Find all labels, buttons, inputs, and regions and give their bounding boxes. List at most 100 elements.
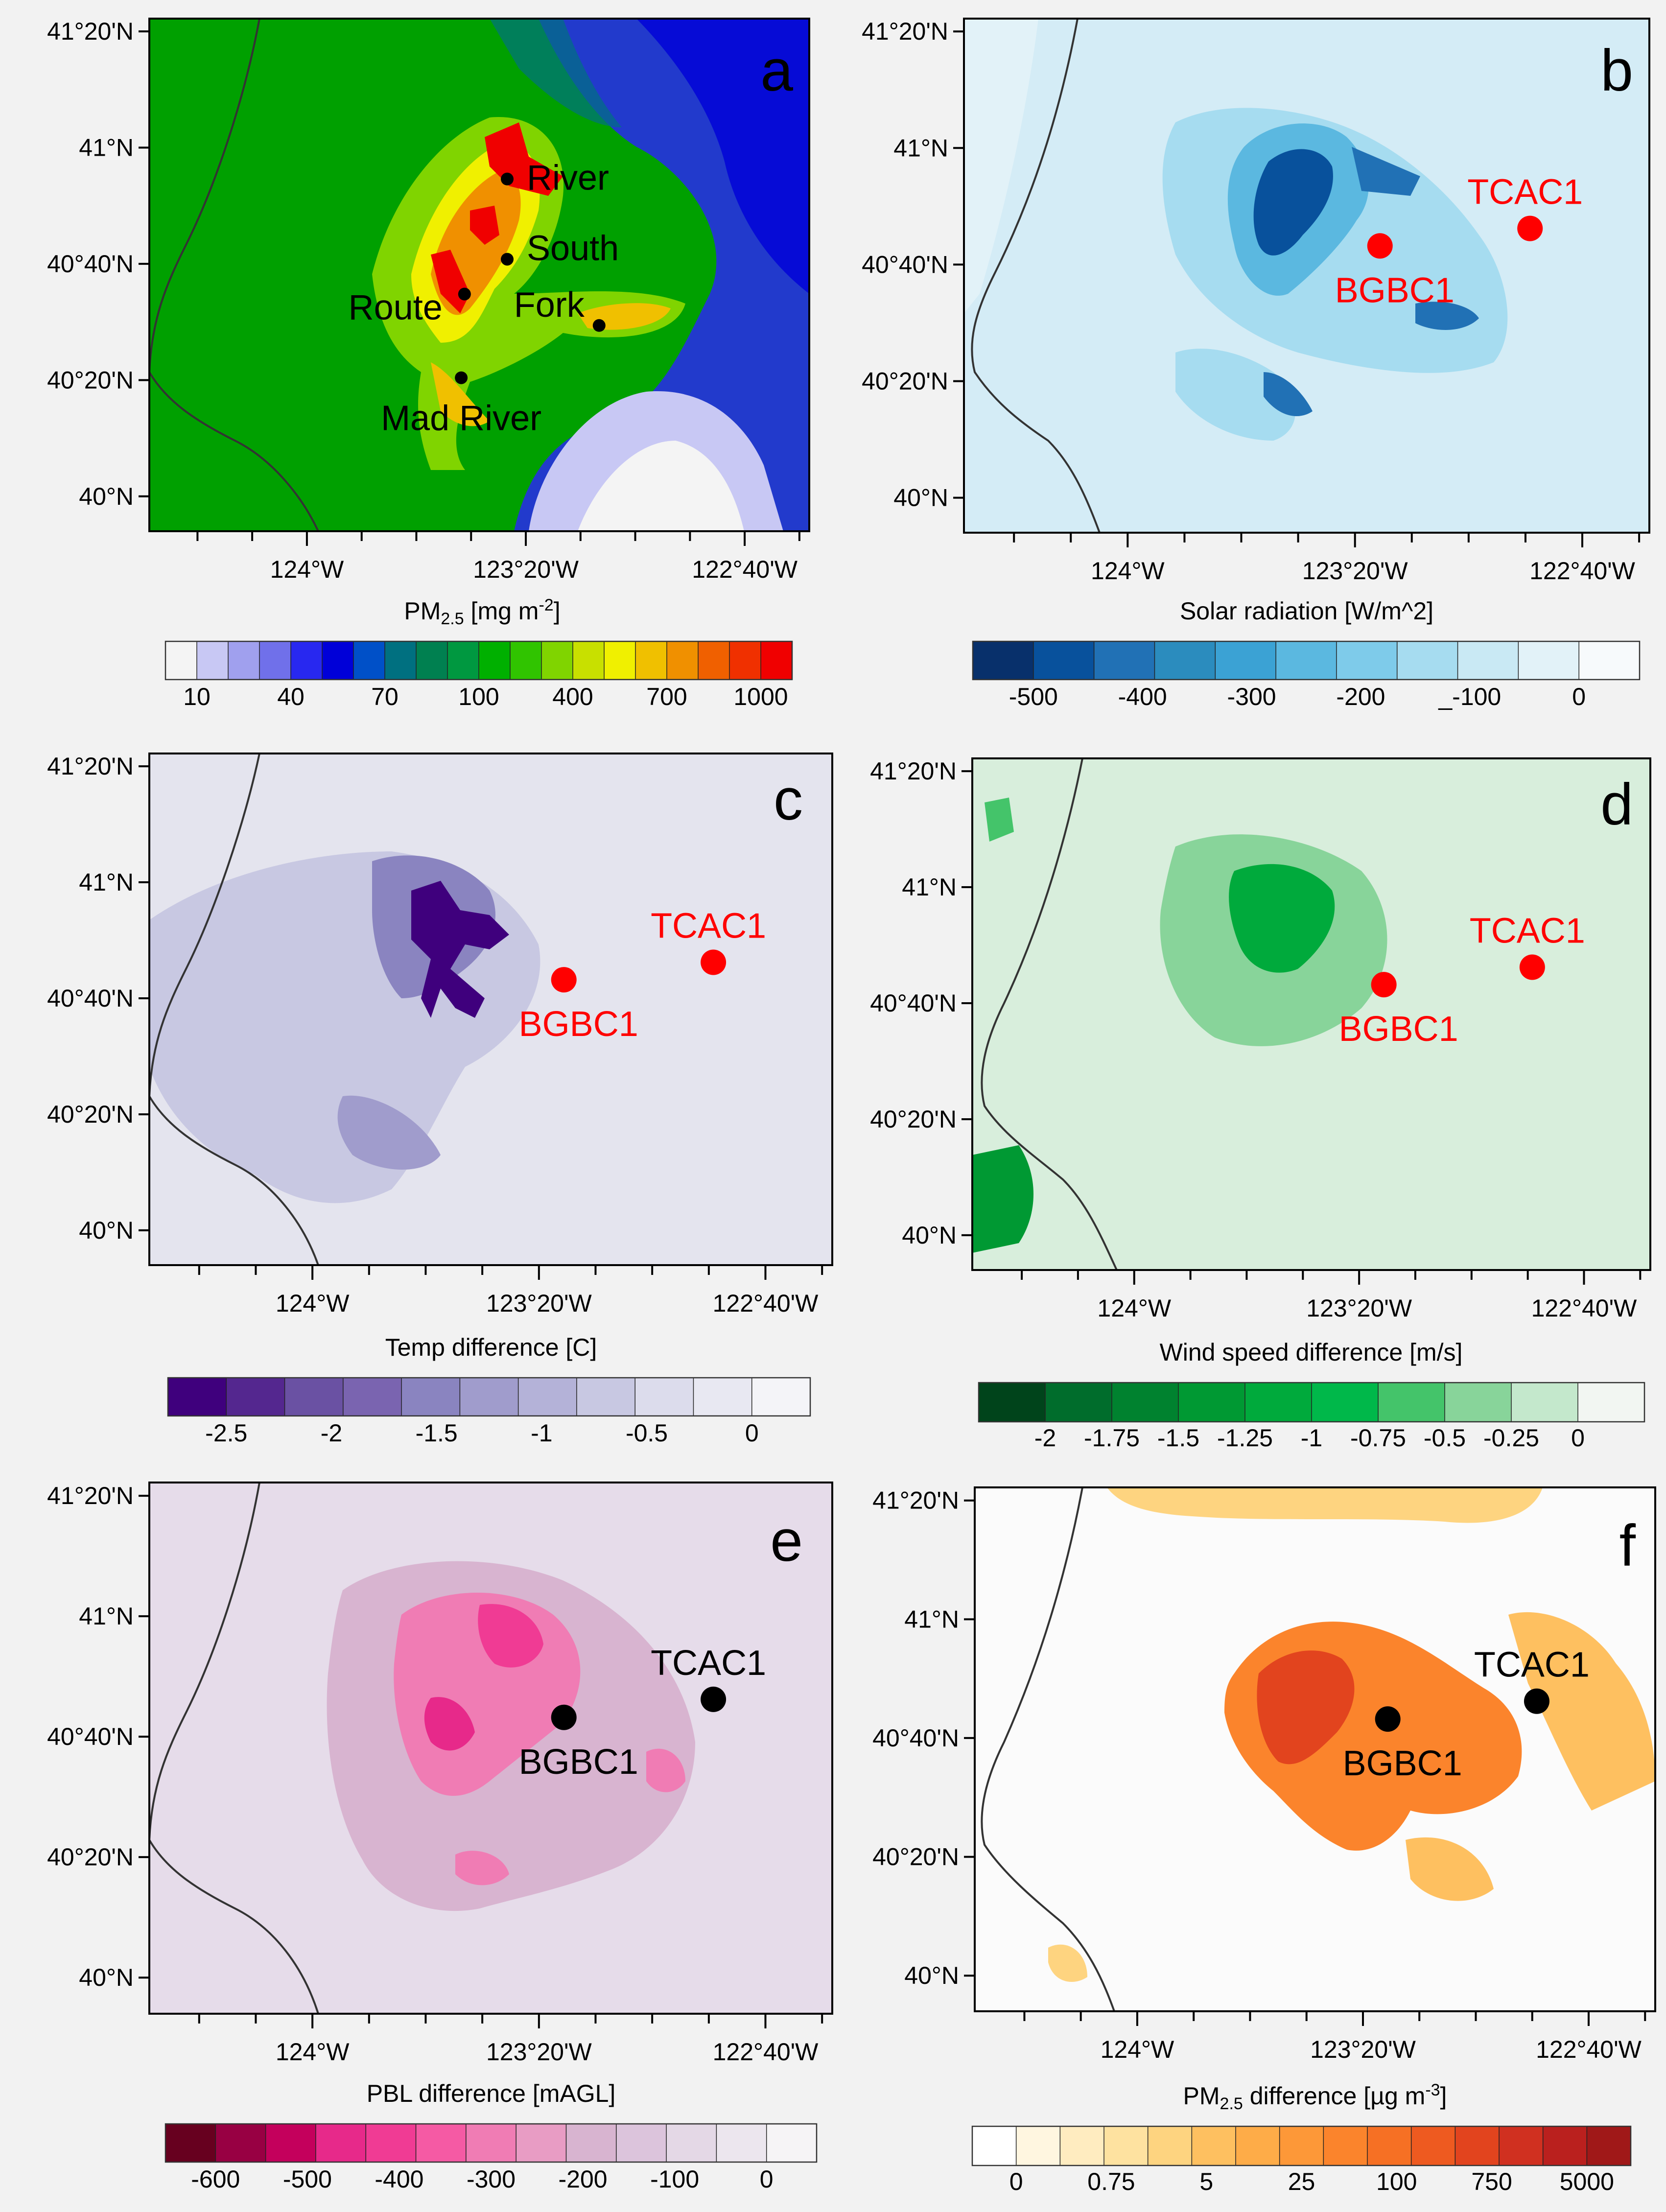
moderate-reduction-zone-south [1175, 349, 1295, 441]
colorbar-swatch [1587, 2126, 1631, 2165]
station-label: BGBC1 [519, 1005, 638, 1044]
lat-tick-label: 40°N [79, 1217, 134, 1244]
colorbar-frame [167, 1377, 811, 1417]
axis-ticks: 41°20'N 41°N 40°40'N 40°20'N 40°N 124°W 123°20… [47, 1482, 823, 2066]
lat-tick-label: 41°20'N [872, 1487, 959, 1514]
colorbar-swatch [460, 1378, 519, 1416]
place-label: River [527, 159, 609, 198]
colorbar-title: Solar radiation [W/m^2] [1180, 597, 1433, 625]
map-frame [148, 753, 833, 1266]
colorbar-title: Temp difference [C] [385, 1334, 597, 1361]
coastline [981, 1487, 1115, 2011]
colorbar-swatch [1178, 1383, 1245, 1422]
place-dot [455, 371, 468, 384]
colorbar-swatch [518, 1378, 577, 1416]
station-markers: BGBC1 TCAC1 [519, 1644, 766, 1782]
colorbar-swatch [466, 2124, 516, 2162]
colorbar-swatch [1511, 1383, 1578, 1422]
coastline [149, 19, 319, 531]
colorbar-label: -300 [467, 2165, 516, 2193]
colorbar-swatch [1245, 1383, 1312, 1422]
colorbar-label: -1.5 [1157, 1424, 1199, 1452]
colorbar-label: 400 [552, 683, 593, 710]
colorbar-label: 0 [760, 2165, 774, 2193]
lowest-concentration-zone-2 [578, 441, 744, 531]
colorbar: -600 -500 -400 -300 -200 -100 0 [164, 2123, 818, 2193]
moderate-cooling-zone-south [337, 1095, 441, 1170]
lon-tick-label: 123°20'W [486, 1290, 592, 1317]
colorbar-swatch [1276, 641, 1337, 680]
panel-e-pbl-difference-map: 41°20'N 41°N 40°40'N 40°20'N 40°N 124°W 123°20… [0, 1468, 833, 2212]
colorbar-swatch [1312, 1383, 1379, 1422]
axis-ticks: 41°20'N 41°N 40°40'N 40°20'N 40°N 124°W 123°20… [870, 757, 1642, 1322]
colorbar-title: PM2.5 difference [µg m-3] [1183, 2081, 1447, 2113]
colorbar-swatch [1445, 1383, 1512, 1422]
colorbar-label: -1.5 [416, 1419, 458, 1447]
lon-tick-label: 123°20'W [1302, 557, 1408, 585]
station-label: BGBC1 [1339, 1010, 1458, 1049]
colorbar-swatch [573, 641, 605, 680]
colorbar-swatch [566, 2124, 617, 2162]
colorbar-label: -500 [1009, 683, 1058, 710]
panel-b-solar-radiation-map: 41°20'N 41°N 40°40'N 40°20'N 40°N 124°W 123°20… [833, 0, 1666, 724]
lon-tick-label: 123°20'W [486, 2038, 592, 2066]
colorbar-label: -300 [1227, 683, 1276, 710]
colorbar: 10 40 70 100 400 700 1000 [164, 640, 793, 710]
map-frame [148, 1482, 833, 2015]
panel-letter: c [774, 767, 803, 832]
colorbar-label: -2 [321, 1419, 342, 1447]
colorbar-swatch [284, 1378, 344, 1416]
panel-c-temp-difference-map: 41°20'N 41°N 40°40'N 40°20'N 40°N 124°W 123°20… [0, 724, 833, 1468]
place-label: Route [349, 288, 443, 328]
colorbar-label: 0 [1571, 1424, 1585, 1452]
strongest-cooling-zone [411, 881, 509, 1018]
colorbar-label: 5 [1199, 2168, 1213, 2195]
place-dot [592, 319, 606, 332]
colorbar-swatch [228, 641, 260, 680]
colorbar-swatch [972, 2126, 1017, 2165]
colorbar-swatch [510, 641, 542, 680]
lon-tick-label: 122°40'W [1529, 557, 1636, 585]
lat-tick-label: 40°40'N [47, 985, 134, 1012]
colorbar-label: -100 [650, 2165, 699, 2193]
colorbar-frame [972, 640, 1641, 681]
colorbar-swatch [666, 2124, 717, 2162]
colorbar-swatch [751, 1378, 811, 1416]
axis-ticks: 41°20'N 41°N 40°40'N 40°20'N 40°N 124°W 123°20… [862, 18, 1641, 585]
colorbar-swatch [635, 641, 667, 680]
lat-tick-label: 40°20'N [872, 1843, 959, 1871]
colorbar-frame [978, 1382, 1645, 1423]
colorbar-label: -2 [1034, 1424, 1056, 1452]
lat-tick-label: 40°40'N [862, 251, 948, 278]
colorbar-frame [971, 2125, 1632, 2166]
colorbar-swatch [761, 641, 793, 680]
station-marker [1367, 233, 1393, 259]
colorbar-swatch [416, 641, 448, 680]
strongest-reduction-zone [1253, 149, 1333, 256]
colorbar-swatch [973, 641, 1034, 680]
low-concentration-zone-2 [636, 19, 809, 294]
lat-tick-label: 40°N [904, 1962, 959, 1989]
colorbar-label: 5000 [1560, 2168, 1614, 2195]
colorbar-swatch [315, 2124, 366, 2162]
colorbar-swatch [447, 641, 479, 680]
map-frame [963, 18, 1650, 534]
colorbar-swatch [516, 2124, 566, 2162]
colorbar-swatch [1579, 641, 1640, 680]
colorbar-label: 0 [1009, 2168, 1023, 2195]
colorbar-swatch [1148, 2126, 1192, 2165]
station-markers: BGBC1 TCAC1 [519, 907, 766, 1044]
colorbar-label: -1.25 [1217, 1424, 1273, 1452]
colorbar-label: 700 [646, 683, 687, 710]
colorbar-label: -200 [559, 2165, 608, 2193]
coastline [149, 1483, 319, 2014]
lon-tick-label: 123°20'W [1310, 2036, 1416, 2063]
coastline [981, 758, 1118, 1270]
panel-f-pm25-difference-map: 41°20'N 41°N 40°40'N 40°20'N 40°N 124°W 123°20… [833, 1468, 1666, 2212]
station-markers: BGBC1 TCAC1 [1335, 173, 1583, 310]
place-dot [501, 253, 514, 266]
lat-tick-label: 40°40'N [47, 250, 134, 278]
colorbar: -2 -1.75 -1.5 -1.25 -1 -0.75 -0.5 -0.25 0 [978, 1382, 1645, 1452]
colorbar-swatch [693, 1378, 752, 1416]
map-frame [148, 18, 810, 532]
